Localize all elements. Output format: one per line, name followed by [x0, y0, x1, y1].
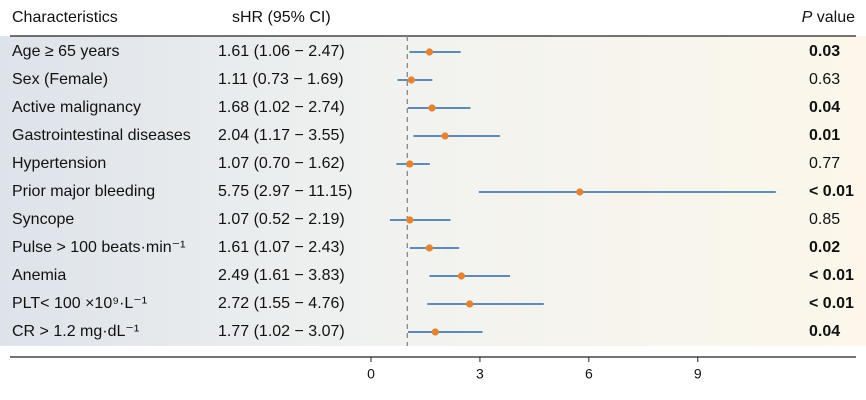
row-label: PLT< 100 ×10⁹·L⁻¹ [12, 295, 147, 312]
background [0, 36, 866, 346]
p-value-significant: < 0.01 [809, 183, 854, 200]
hr-point [407, 76, 415, 84]
ci-label: 5.75 (2.97 − 11.15) [218, 183, 352, 200]
p-value: 0.77 [809, 155, 840, 172]
x-tick-label: 3 [476, 366, 484, 382]
p-value-significant: 0.04 [809, 323, 840, 340]
row-label: Syncope [12, 211, 74, 228]
row-label: Active malignancy [12, 99, 141, 116]
ci-label: 2.49 (1.61 − 3.83) [218, 267, 345, 284]
ci-label: 1.11 (0.73 − 1.69) [218, 71, 344, 88]
x-tick-label: 6 [585, 366, 593, 382]
p-value-significant: 0.03 [809, 43, 840, 60]
p-value: 0.85 [809, 211, 840, 228]
x-tick-label: 0 [367, 366, 375, 382]
row-label: Pulse > 100 beats·min⁻¹ [12, 239, 185, 256]
ci-label: 1.61 (1.06 − 2.47) [218, 43, 345, 60]
hr-point [425, 48, 434, 56]
hr-point [441, 132, 449, 140]
ci-label: 2.72 (1.55 − 4.76) [218, 295, 345, 312]
header-p-italic: P [802, 9, 813, 26]
header-characteristics: Characteristics [12, 9, 118, 26]
row-label: Prior major bleeding [12, 183, 155, 200]
header-p: P value [802, 9, 855, 26]
p-value: 0.63 [809, 71, 840, 88]
hr-point [406, 160, 414, 168]
ci-label: 1.77 (1.02 − 3.07) [218, 323, 345, 340]
p-value-significant: < 0.01 [809, 267, 854, 284]
row-label: Sex (Female) [12, 71, 108, 88]
row-label: Anemia [12, 267, 66, 284]
hr-point [576, 188, 584, 196]
hr-point [406, 216, 414, 224]
p-value-significant: 0.01 [809, 127, 840, 144]
row-label: CR > 1.2 mg·dL⁻¹ [12, 323, 139, 340]
ci-label: 1.07 (0.70 − 1.62) [218, 155, 345, 172]
ci-label: 2.04 (1.17 − 3.55) [218, 127, 345, 144]
header-p-rest: value [812, 9, 855, 26]
p-value-significant: < 0.01 [809, 295, 854, 312]
p-value-significant: 0.02 [809, 239, 840, 256]
ci-label: 1.07 (0.52 − 2.19) [218, 211, 345, 228]
row-label: Age ≥ 65 years [12, 43, 120, 60]
ci-label: 1.61 (1.07 − 2.43) [218, 239, 345, 256]
header-ci: sHR (95% CI) [232, 9, 331, 26]
hr-point [457, 272, 466, 280]
hr-point [466, 300, 474, 308]
x-tick-label: 9 [694, 366, 702, 382]
hr-point [431, 328, 439, 336]
hr-point [425, 244, 434, 252]
row-label: Gastrointestinal diseases [12, 127, 191, 144]
ci-label: 1.68 (1.02 − 2.74) [218, 99, 345, 116]
p-value-significant: 0.04 [809, 99, 840, 116]
row-label: Hypertension [12, 155, 106, 172]
hr-point [428, 104, 436, 112]
